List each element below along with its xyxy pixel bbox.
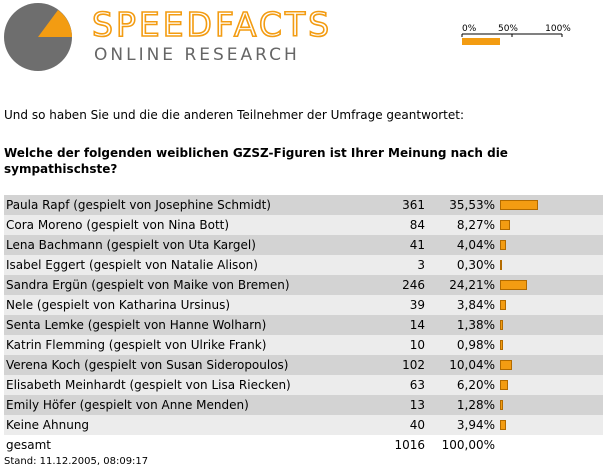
row-count: 39	[409, 298, 425, 312]
row-count: 10	[409, 338, 425, 352]
row-name: Cora Moreno (gespielt von Nina Bott)	[6, 218, 230, 232]
row-name: Lena Bachmann (gespielt von Uta Kargel)	[6, 238, 256, 252]
table-row: gesamt 1016 100,00%	[4, 435, 603, 455]
row-count: 13	[409, 398, 425, 412]
row-name: Keine Ahnung	[6, 418, 90, 432]
row-count: 63	[409, 378, 425, 392]
scale-tick-label: 0%	[462, 24, 477, 34]
row-percent: 3,84%	[456, 298, 495, 312]
row-count: 40	[409, 418, 425, 432]
row-name: Katrin Flemming (gespielt von Ulrike Fra…	[6, 338, 267, 352]
row-percent: 1,38%	[456, 318, 495, 332]
table-row: Isabel Eggert (gespielt von Natalie Alis…	[4, 255, 603, 275]
row-percent: 0,30%	[456, 258, 495, 272]
table-row: Sandra Ergün (gespielt von Maike von Bre…	[4, 275, 603, 295]
row-count: 246	[402, 278, 425, 292]
row-name: Sandra Ergün (gespielt von Maike von Bre…	[6, 278, 290, 292]
row-name: Elisabeth Meinhardt (gespielt von Lisa R…	[6, 378, 291, 392]
scale: 0% 50% 100%	[461, 24, 571, 37]
row-percent: 1,28%	[456, 398, 495, 412]
question: Welche der folgenden weiblichen GZSZ-Fig…	[4, 146, 508, 176]
row-percent: 35,53%	[449, 198, 495, 212]
row-name: Nele (gespielt von Katharina Ursinus)	[6, 298, 231, 312]
row-name: Senta Lemke (gespielt von Hanne Wolharn)	[6, 318, 267, 332]
percent-bar	[500, 220, 511, 230]
logo-title: SPEEDFACTS	[92, 5, 332, 44]
percent-bar	[500, 400, 504, 410]
percent-bar	[500, 240, 507, 250]
table-row: Paula Rapf (gespielt von Josephine Schmi…	[4, 195, 603, 215]
footer: Stand: 11.12.2005, 08:09:17	[4, 456, 149, 467]
scale-tick-label: 100%	[545, 24, 571, 34]
intro: Und so haben Sie und die die anderen Tei…	[4, 108, 465, 122]
header: SPEEDFACTS ONLINE RESEARCH 0% 50% 100%	[4, 3, 571, 71]
logo-subtitle: ONLINE RESEARCH	[94, 45, 300, 65]
percent-bar	[500, 420, 507, 430]
table-row: Keine Ahnung 40 3,94%	[4, 415, 603, 435]
percent-bar	[500, 360, 513, 370]
percent-bar	[500, 300, 506, 310]
row-percent: 8,27%	[456, 218, 495, 232]
logo-wedge	[38, 10, 72, 37]
row-percent: 3,94%	[456, 418, 495, 432]
row-name: Verena Koch (gespielt von Susan Sideropo…	[6, 358, 289, 372]
row-name: Isabel Eggert (gespielt von Natalie Alis…	[6, 258, 258, 272]
percent-bar	[500, 200, 539, 210]
table-row: Emily Höfer (gespielt von Anne Menden) 13…	[4, 395, 603, 415]
row-count: 41	[409, 238, 425, 252]
table-row: Lena Bachmann (gespielt von Uta Kargel) 4…	[4, 235, 603, 255]
percent-bar	[500, 260, 503, 270]
row-name: gesamt	[6, 438, 51, 452]
percent-bar	[500, 340, 503, 350]
row-count: 361	[402, 198, 425, 212]
row-percent: 24,21%	[449, 278, 495, 292]
row-count: 14	[409, 318, 425, 332]
row-count: 84	[409, 218, 425, 232]
percent-bar	[500, 380, 509, 390]
table-row: Elisabeth Meinhardt (gespielt von Lisa R…	[4, 375, 603, 395]
row-count: 1016	[394, 438, 425, 452]
row-count: 3	[417, 258, 425, 272]
row-name: Emily Höfer (gespielt von Anne Menden)	[6, 398, 249, 412]
table-row: Senta Lemke (gespielt von Hanne Wolharn)…	[4, 315, 603, 335]
row-count: 102	[402, 358, 425, 372]
table-row: Verena Koch (gespielt von Susan Sideropo…	[4, 355, 603, 375]
scale-sample-bar	[462, 38, 500, 45]
table-row: Katrin Flemming (gespielt von Ulrike Fra…	[4, 335, 603, 355]
percent-bar	[500, 320, 504, 330]
row-percent: 4,04%	[456, 238, 495, 252]
scale-tick-label: 50%	[498, 24, 518, 34]
row-percent: 0,98%	[456, 338, 495, 352]
row-name: Paula Rapf (gespielt von Josephine Schmi…	[6, 198, 271, 212]
percent-bar	[500, 280, 527, 290]
row-percent: 6,20%	[456, 378, 495, 392]
row-percent: 10,04%	[449, 358, 495, 372]
table-row: Nele (gespielt von Katharina Ursinus) 39 3…	[4, 295, 603, 315]
table-row: Cora Moreno (gespielt von Nina Bott) 84 8,…	[4, 215, 603, 235]
row-percent: 100,00%	[441, 438, 495, 452]
